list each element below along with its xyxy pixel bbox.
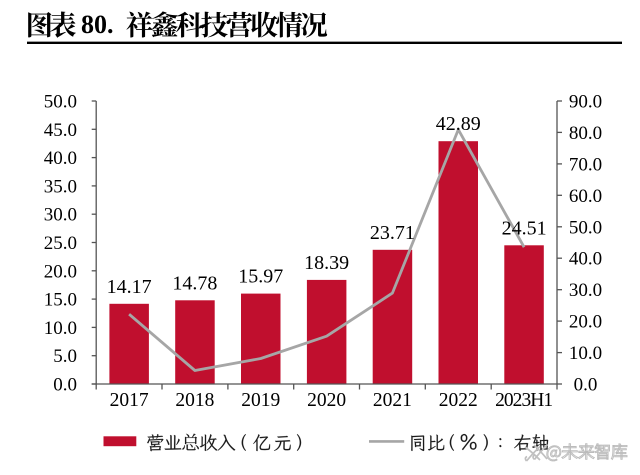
svg-text:15.0: 15.0 xyxy=(44,290,77,311)
svg-text:50.0: 50.0 xyxy=(44,92,77,113)
svg-text:30.0: 30.0 xyxy=(44,205,77,226)
svg-text:2019: 2019 xyxy=(241,390,280,411)
svg-text:60.0: 60.0 xyxy=(569,186,602,207)
svg-text:18.39: 18.39 xyxy=(304,252,349,274)
svg-text:5.0: 5.0 xyxy=(53,346,77,367)
svg-text:70.0: 70.0 xyxy=(569,154,602,175)
svg-text:10.0: 10.0 xyxy=(44,318,77,339)
svg-text:20.0: 20.0 xyxy=(569,312,602,333)
svg-text:2021: 2021 xyxy=(373,390,412,411)
svg-text:40.0: 40.0 xyxy=(569,249,602,270)
svg-text:80.0: 80.0 xyxy=(569,123,602,144)
svg-text:90.0: 90.0 xyxy=(569,92,602,113)
svg-text:45.0: 45.0 xyxy=(44,120,77,141)
svg-text:80.: 80. xyxy=(81,10,114,39)
svg-text:35.0: 35.0 xyxy=(44,176,77,197)
svg-text:14.78: 14.78 xyxy=(172,272,217,294)
svg-text:23.71: 23.71 xyxy=(370,222,415,244)
svg-text:14.17: 14.17 xyxy=(107,276,152,298)
svg-text:2017: 2017 xyxy=(110,390,149,411)
svg-text:0.0: 0.0 xyxy=(574,375,598,396)
svg-text:20.0: 20.0 xyxy=(44,261,77,282)
svg-text:42.89: 42.89 xyxy=(436,113,481,135)
svg-text:2022: 2022 xyxy=(439,390,478,411)
svg-text:15.97: 15.97 xyxy=(238,266,283,288)
svg-text:10.0: 10.0 xyxy=(569,343,602,364)
svg-text:25.0: 25.0 xyxy=(44,233,77,254)
svg-text:2018: 2018 xyxy=(175,390,214,411)
svg-text:24.51: 24.51 xyxy=(502,217,547,239)
svg-text:40.0: 40.0 xyxy=(44,148,77,169)
svg-text:2020: 2020 xyxy=(307,390,346,411)
svg-text:0.0: 0.0 xyxy=(53,375,77,396)
svg-text:2023H1: 2023H1 xyxy=(495,390,553,411)
svg-text:50.0: 50.0 xyxy=(569,217,602,238)
svg-text:30.0: 30.0 xyxy=(569,280,602,301)
